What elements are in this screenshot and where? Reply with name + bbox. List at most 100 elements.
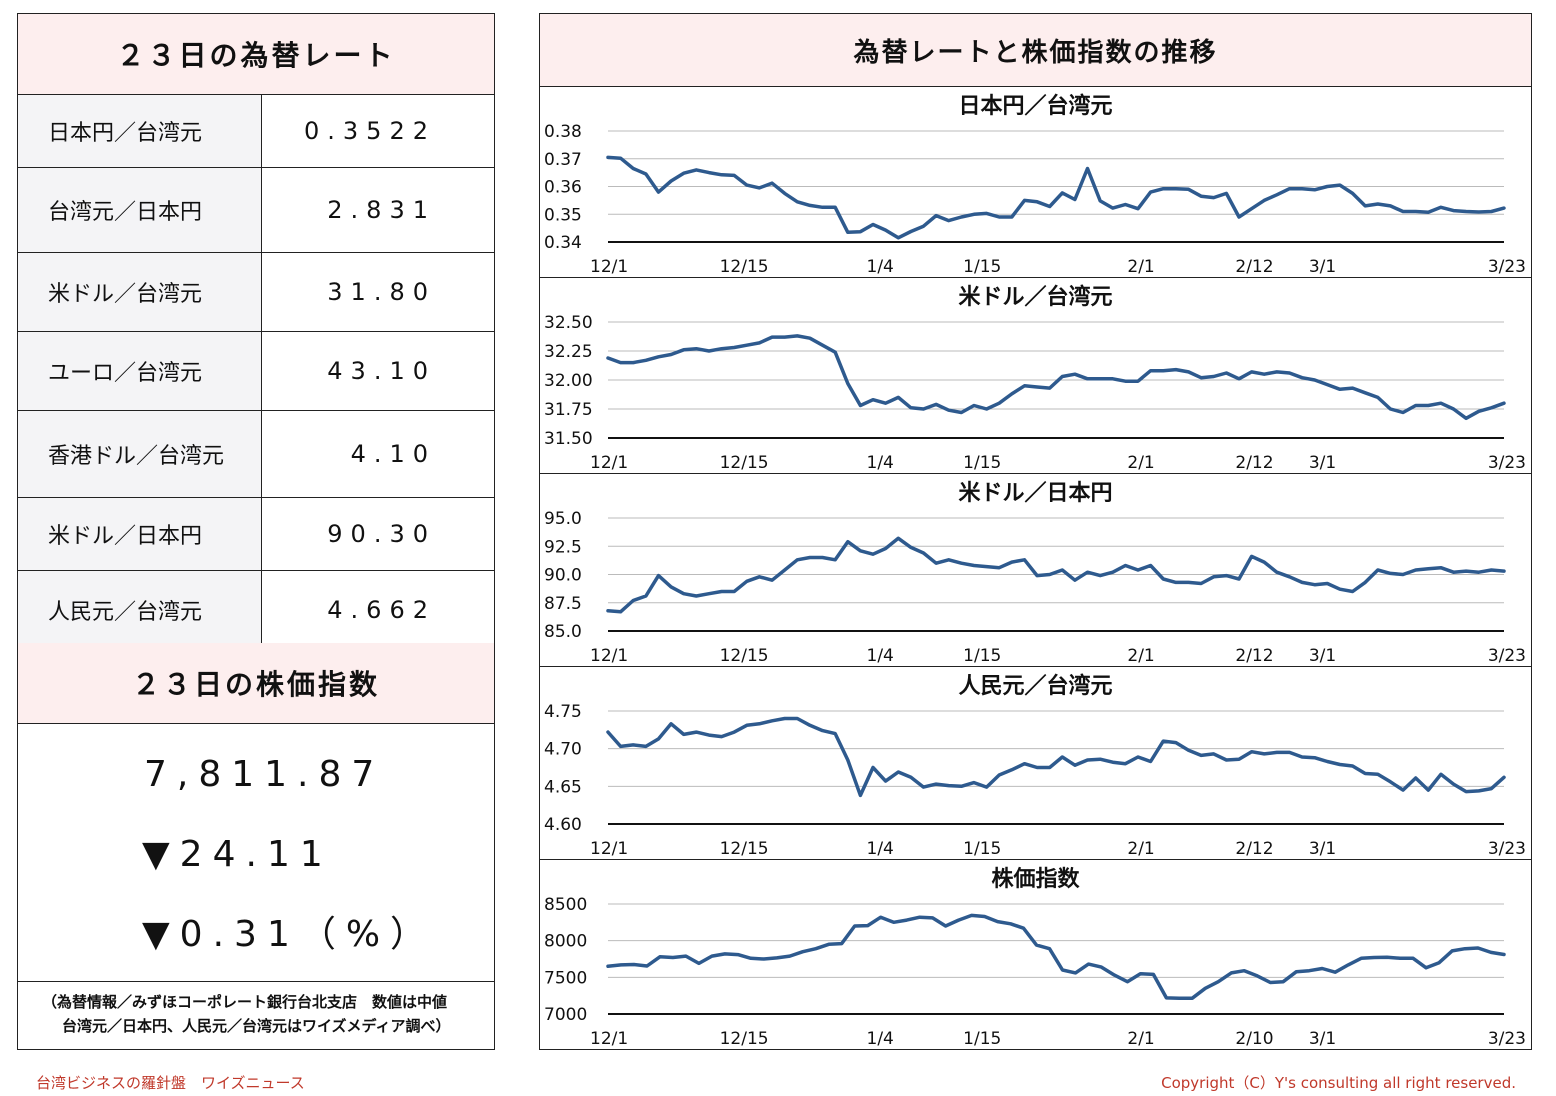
rate-name: ユーロ／台湾元	[18, 332, 262, 410]
stock-change-percent: ▼0.31（%）	[142, 914, 437, 955]
y-tick-label: 7000	[544, 1005, 587, 1025]
rate-value: 4.662	[327, 596, 436, 624]
rate-row: 米ドル／台湾元 31.80	[18, 253, 494, 332]
chart-title: 人民元／台湾元	[958, 673, 1112, 699]
rate-value: 90.30	[327, 520, 436, 548]
x-tick-label: 2/1	[1127, 453, 1154, 473]
y-tick-label: 95.0	[544, 509, 582, 529]
rate-value: 0.3522	[304, 117, 436, 145]
rate-name: 人民元／台湾元	[18, 571, 262, 649]
rate-value: 4.10	[350, 440, 436, 468]
stock-change-points: ▼24.11	[142, 834, 333, 875]
rate-value: 31.80	[327, 278, 436, 306]
chart-svg: 日本円／台湾元 0.38 0.37 0.36 0.35 0.34 12/1 12/15 1/4 1…	[544, 93, 1526, 277]
x-tick-label: 1/15	[963, 453, 1001, 473]
x-tick-label: 12/15	[720, 1029, 769, 1049]
x-tick-label: 3/23	[1488, 646, 1526, 666]
x-tick-label: 3/23	[1488, 1029, 1526, 1049]
x-tick-label: 3/1	[1309, 1029, 1336, 1049]
series-line	[606, 716, 1506, 798]
x-tick-label: 2/1	[1127, 1029, 1154, 1049]
rate-name: 香港ドル／台湾元	[18, 411, 262, 497]
rate-row: 香港ドル／台湾元 4.10	[18, 411, 494, 498]
x-tick-label: 3/23	[1488, 839, 1526, 859]
y-tick-label: 7500	[544, 968, 587, 988]
x-tick-label: 12/15	[720, 839, 769, 859]
rate-row: ユーロ／台湾元 43.10	[18, 332, 494, 411]
y-tick-label: 4.65	[544, 777, 582, 797]
x-tick-label: 1/15	[963, 257, 1001, 277]
rate-row: 日本円／台湾元 0.3522	[18, 95, 494, 168]
x-tick-label: 1/4	[867, 646, 894, 666]
chart-3: 米ドル／日本円 95.0 92.5 90.0 87.5 85.0 12/1 12/15 1/4 1…	[540, 474, 1531, 667]
chart-svg: 米ドル／日本円 95.0 92.5 90.0 87.5 85.0 12/1 12/15 1/4 1…	[544, 481, 1526, 666]
y-tick-label: 0.38	[544, 122, 582, 142]
series-line	[606, 536, 1506, 614]
stock-index-value: 7,811.87	[144, 754, 385, 795]
rate-name: 日本円／台湾元	[18, 95, 262, 167]
x-tick-label: 3/23	[1488, 257, 1526, 277]
x-tick-label: 1/4	[867, 257, 894, 277]
x-tick-label: 2/10	[1235, 1029, 1273, 1049]
chart-4: 人民元／台湾元 4.75 4.70 4.65 4.60 12/1 12/15 1/4 1/15 2…	[540, 667, 1531, 860]
y-tick-label: 31.75	[544, 400, 593, 420]
chart-title: 米ドル／台湾元	[958, 284, 1112, 310]
rate-value: 43.10	[327, 357, 436, 385]
rate-row: 人民元／台湾元 4.662	[18, 571, 494, 649]
footer-copyright: Copyright（C）Y's consulting all right res…	[1161, 1074, 1516, 1092]
chart-title: 米ドル／日本円	[958, 481, 1112, 506]
y-tick-label: 32.50	[544, 313, 593, 333]
source-note: （為替情報／みずほコーポレート銀行台北支店 数値は中値 台湾元／日本円、人民元／…	[18, 982, 494, 1038]
series-line	[606, 913, 1506, 1000]
charts-panel: 為替レートと株価指数の推移 日本円／台湾元 0.38 0.37 0.36 0.35 0.3…	[539, 13, 1532, 1050]
x-tick-label: 2/1	[1127, 839, 1154, 859]
y-tick-label: 31.50	[544, 429, 593, 449]
stock-index-values: 7,811.87 ▼24.11 ▼0.31（%）	[18, 724, 494, 982]
y-tick-label: 92.5	[544, 537, 582, 557]
x-tick-label: 12/1	[590, 646, 628, 666]
x-tick-label: 12/15	[720, 646, 769, 666]
x-tick-label: 1/4	[867, 839, 894, 859]
stock-index-box: ２３日の株価指数 7,811.87 ▼24.11 ▼0.31（%） （為替情報／…	[17, 643, 495, 1050]
exchange-rate-title: ２３日の為替レート	[18, 14, 494, 95]
y-tick-label: 87.5	[544, 594, 582, 614]
y-tick-label: 4.75	[544, 702, 582, 722]
charts-panel-title: 為替レートと株価指数の推移	[540, 14, 1531, 87]
x-tick-label: 1/15	[963, 839, 1001, 859]
y-tick-label: 4.70	[544, 740, 582, 760]
chart-5: 株価指数 8500 8000 7500 7000 12/1 12/15 1/4 1/15 2/1 2…	[540, 860, 1531, 1050]
x-tick-label: 2/1	[1127, 646, 1154, 666]
y-tick-label: 0.35	[544, 205, 582, 225]
x-tick-label: 12/1	[590, 1029, 628, 1049]
footer-brand: 台湾ビジネスの羅針盤 ワイズニュース	[36, 1074, 305, 1092]
y-tick-label: 32.00	[544, 371, 593, 391]
chart-1: 日本円／台湾元 0.38 0.37 0.36 0.35 0.34 12/1 12/15 1/4 1…	[540, 87, 1531, 278]
rate-name: 米ドル／日本円	[18, 498, 262, 570]
x-tick-label: 1/4	[867, 453, 894, 473]
x-tick-label: 12/15	[720, 257, 769, 277]
exchange-rate-table: ２３日の為替レート 日本円／台湾元 0.3522 台湾元／日本円 2.831 米ドル／台…	[17, 13, 495, 650]
y-tick-label: 8500	[544, 895, 587, 915]
y-tick-label: 85.0	[544, 622, 582, 642]
y-tick-label: 0.34	[544, 233, 582, 253]
chart-title: 株価指数	[991, 866, 1080, 892]
x-tick-label: 12/1	[590, 257, 628, 277]
y-tick-label: 4.60	[544, 815, 582, 835]
x-tick-label: 1/15	[963, 646, 1001, 666]
chart-svg: 人民元／台湾元 4.75 4.70 4.65 4.60 12/1 12/15 1/4 1/15 2…	[544, 673, 1526, 859]
x-tick-label: 1/4	[867, 1029, 894, 1049]
rate-row: 台湾元／日本円 2.831	[18, 168, 494, 253]
rate-row: 米ドル／日本円 90.30	[18, 498, 494, 571]
x-tick-label: 1/15	[963, 1029, 1001, 1049]
x-tick-label: 2/12	[1235, 839, 1273, 859]
x-tick-label: 2/12	[1235, 646, 1273, 666]
x-tick-label: 12/1	[590, 839, 628, 859]
x-tick-label: 2/12	[1235, 453, 1273, 473]
y-tick-label: 0.37	[544, 150, 582, 170]
y-tick-label: 0.36	[544, 178, 582, 198]
y-tick-label: 90.0	[544, 566, 582, 586]
x-tick-label: 3/1	[1309, 453, 1336, 473]
chart-svg: 米ドル／台湾元 32.50 32.25 32.00 31.75 31.50 12/1 12/1…	[544, 284, 1526, 473]
x-tick-label: 3/1	[1309, 646, 1336, 666]
